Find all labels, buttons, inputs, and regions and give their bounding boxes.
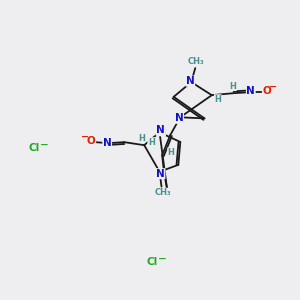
Text: −: − [158,254,166,264]
Text: H: H [168,148,175,157]
Text: −: − [269,82,277,92]
Text: H: H [159,127,166,136]
Text: N: N [175,113,184,123]
Text: N: N [103,138,112,148]
Text: −: − [81,132,89,142]
Text: Cl: Cl [146,257,158,267]
Text: H: H [138,134,145,143]
Text: N: N [186,76,195,86]
Text: O: O [262,86,271,96]
Text: CH₃: CH₃ [188,57,205,66]
Text: N: N [156,125,165,135]
Text: H: H [230,82,236,91]
Text: N: N [246,86,255,96]
Text: N: N [156,169,165,179]
Text: H: H [148,138,154,147]
Text: −: − [40,140,48,150]
Text: Cl: Cl [28,143,40,153]
Text: CH₃: CH₃ [154,188,171,197]
Text: O: O [87,136,96,146]
Text: H: H [214,95,221,104]
